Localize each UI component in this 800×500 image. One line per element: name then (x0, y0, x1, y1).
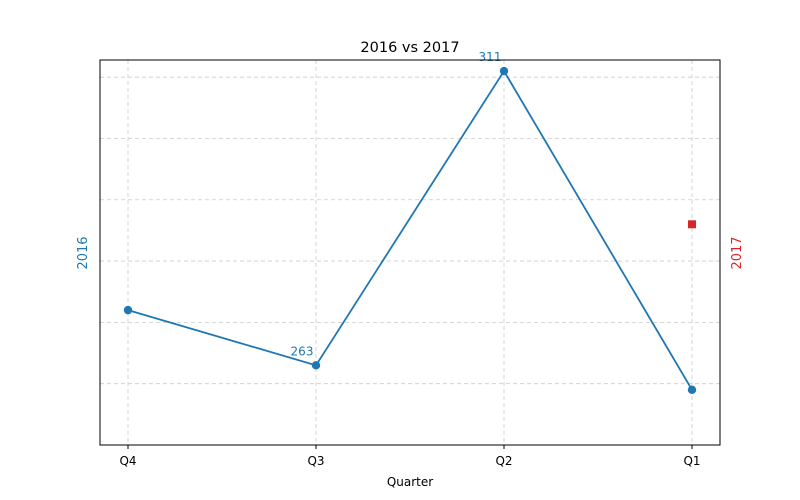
chart-title: 2016 vs 2017 (360, 40, 459, 56)
data-point-2016 (499, 66, 509, 76)
grid (100, 60, 720, 445)
data-point-2016 (311, 361, 321, 370)
data-point-2016 (123, 305, 133, 315)
y-axis-left-title: 2016 (76, 236, 91, 269)
x-tick-label: Q4 (119, 454, 136, 468)
plot-frame (99, 59, 721, 446)
x-tick-label: Q3 (307, 454, 324, 468)
data-label-2016: 263 (291, 344, 314, 358)
x-axis-title: Quarter (387, 475, 433, 489)
x-axis: Q4 Q3 Q2 Q1 (119, 445, 701, 468)
x-tick-label: Q1 (683, 454, 700, 468)
y-axis-right-title: 2017 (730, 236, 745, 269)
x-tick-label: Q2 (495, 454, 512, 468)
data-label-2016: 311 (479, 50, 502, 64)
series-line-2016 (127, 69, 693, 391)
series-layer: 263 311 (123, 50, 697, 395)
data-point-2017 (688, 220, 696, 229)
data-point-2016 (687, 385, 697, 395)
